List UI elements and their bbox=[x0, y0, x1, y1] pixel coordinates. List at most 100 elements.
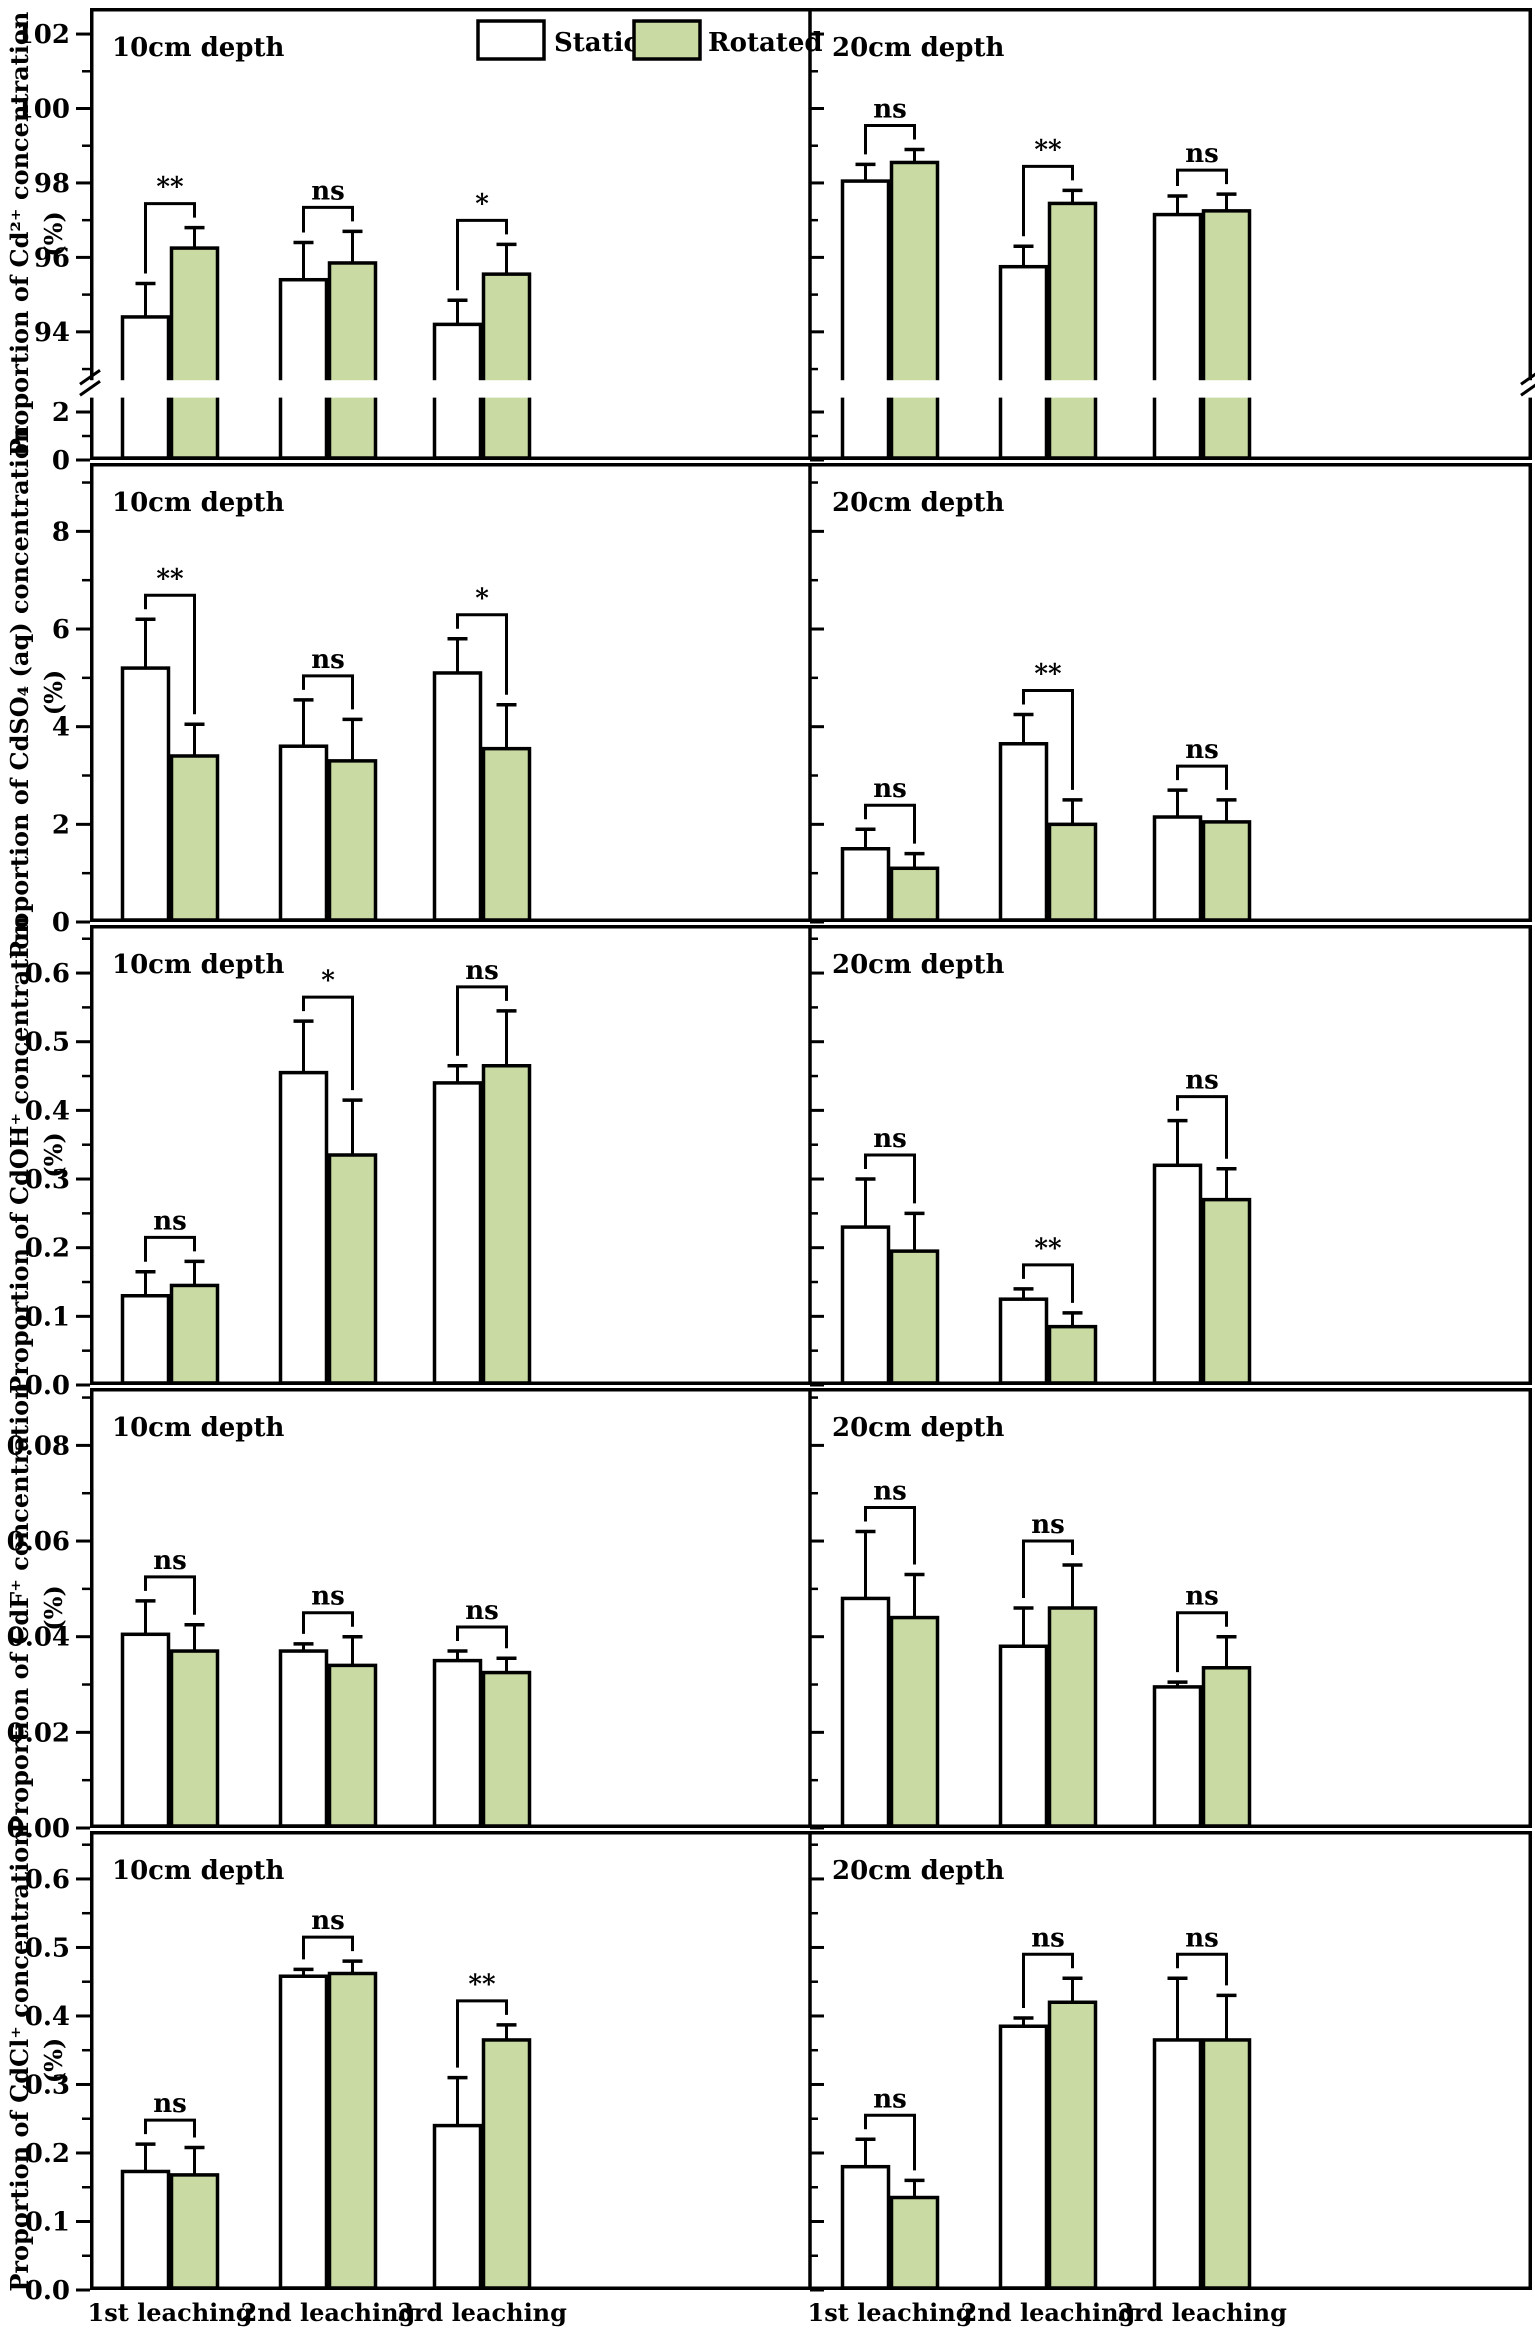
y-tick-label: 4 bbox=[52, 713, 70, 743]
bar-rotated bbox=[481, 746, 532, 922]
sig-label: ns bbox=[1031, 1510, 1065, 1540]
sig-bracket bbox=[864, 1505, 916, 1565]
y-tick-label: 2 bbox=[52, 398, 70, 428]
bar-static bbox=[432, 1658, 483, 1828]
bar-static bbox=[278, 277, 329, 460]
sig-bracket bbox=[1176, 1095, 1228, 1159]
axis-break-mark bbox=[1520, 383, 1535, 397]
y-tick-label: 0.06 bbox=[7, 1527, 70, 1557]
sig-bracket bbox=[456, 1625, 508, 1649]
sig-bracket bbox=[1022, 1539, 1074, 1598]
sig-bracket bbox=[456, 985, 508, 1056]
y-tick-label: 0.5 bbox=[25, 1933, 70, 1963]
bar-rotated bbox=[889, 160, 940, 460]
y-tick-label: 0.1 bbox=[25, 2207, 70, 2237]
bar-rotated bbox=[481, 2038, 532, 2290]
x-axis-label: 1st leaching bbox=[87, 2298, 253, 2327]
sig-label: ** bbox=[1034, 1234, 1062, 1264]
bar-rotated bbox=[169, 1283, 220, 1385]
y-axis-title: Proportion of CdF⁺ concentration bbox=[5, 1382, 34, 1833]
bar-static bbox=[120, 1293, 171, 1385]
bar-static bbox=[1152, 815, 1203, 922]
bar-static bbox=[120, 2169, 171, 2290]
axis-break-mark bbox=[79, 379, 101, 397]
y-axis-title-unit: (%) bbox=[39, 2038, 68, 2084]
y-tick-label: 100 bbox=[16, 94, 70, 124]
sig-bracket bbox=[302, 1935, 354, 1960]
y-tick-label: 98 bbox=[34, 169, 70, 199]
sig-bracket bbox=[302, 1611, 354, 1634]
bar-static bbox=[278, 1070, 329, 1385]
x-axis-label: 1st leaching bbox=[807, 2298, 973, 2327]
bar-static bbox=[998, 1644, 1049, 1828]
sig-label: ns bbox=[311, 176, 345, 206]
y-tick-label: 0.4 bbox=[25, 2002, 70, 2032]
bar-rotated bbox=[481, 272, 532, 460]
sig-label: ns bbox=[465, 956, 499, 986]
sig-label: * bbox=[475, 189, 489, 219]
axis-break-mark bbox=[79, 368, 101, 386]
bar-static bbox=[840, 847, 891, 922]
bar-static bbox=[278, 744, 329, 922]
bar-static bbox=[432, 1081, 483, 1385]
bar-rotated bbox=[889, 2195, 940, 2290]
bar-static bbox=[120, 666, 171, 922]
y-tick-label: 0.2 bbox=[25, 2139, 70, 2169]
sig-bracket bbox=[1022, 164, 1074, 237]
y-tick-label: 102 bbox=[16, 20, 70, 50]
bar-rotated bbox=[1047, 2000, 1098, 2290]
sig-bracket bbox=[144, 202, 196, 274]
bar-rotated bbox=[1201, 1197, 1252, 1385]
bar-rotated bbox=[481, 1063, 532, 1385]
y-axis-title-unit: (%) bbox=[39, 211, 68, 257]
panel-depth-label: 20cm depth bbox=[832, 1856, 1004, 1886]
sig-bracket bbox=[864, 803, 916, 844]
panel-depth-label: 10cm depth bbox=[112, 488, 284, 518]
y-tick-label: 0.3 bbox=[25, 2070, 70, 2100]
y-tick-label: 0.02 bbox=[7, 1718, 70, 1748]
bar-rotated bbox=[169, 2173, 220, 2290]
sig-label: ** bbox=[156, 564, 184, 594]
sig-bracket bbox=[302, 205, 354, 233]
bar-rotated bbox=[327, 759, 378, 922]
y-tick-label: 0.5 bbox=[25, 1028, 70, 1058]
y-axis-title-unit: (%) bbox=[39, 1585, 68, 1631]
sig-label: ns bbox=[1185, 1582, 1219, 1612]
y-tick-label: 2 bbox=[52, 810, 70, 840]
bar-static bbox=[998, 742, 1049, 922]
sig-label: ns bbox=[1185, 139, 1219, 169]
y-tick-label: 0.4 bbox=[25, 1096, 70, 1126]
axis-break-band bbox=[87, 380, 808, 398]
sig-label: ** bbox=[468, 1970, 496, 2000]
y-tick-label: 0.0 bbox=[25, 2276, 70, 2306]
y-axis-title: Proportion of CdOH⁺ concentration bbox=[5, 916, 34, 1394]
sig-bracket bbox=[1176, 1952, 1228, 1986]
sig-bracket bbox=[1176, 1611, 1228, 1673]
axis-break-band bbox=[812, 380, 1535, 398]
sig-label: * bbox=[475, 584, 489, 614]
sig-bracket bbox=[864, 1153, 916, 1204]
legend-swatch-rotated bbox=[632, 19, 702, 61]
sig-label: ** bbox=[1034, 135, 1062, 165]
sig-label: ns bbox=[873, 2084, 907, 2114]
bar-static bbox=[1152, 1685, 1203, 1828]
sig-label: ns bbox=[873, 774, 907, 804]
bar-static bbox=[1152, 2038, 1203, 2290]
bar-rotated bbox=[1047, 1606, 1098, 1828]
sig-label: ns bbox=[153, 1206, 187, 1236]
sig-bracket bbox=[456, 613, 508, 695]
y-tick-label: 0 bbox=[52, 446, 70, 476]
sig-label: ns bbox=[1185, 735, 1219, 765]
bar-rotated bbox=[1201, 2038, 1252, 2290]
bar-static bbox=[998, 2024, 1049, 2290]
sig-label: ns bbox=[873, 1124, 907, 1154]
y-axis-title-unit: (%) bbox=[39, 1132, 68, 1178]
sig-bracket bbox=[456, 1999, 508, 2068]
bar-static bbox=[278, 1974, 329, 2290]
y-axis-title: Proportion of CdCl⁺ concentration bbox=[5, 1829, 34, 2291]
sig-bracket bbox=[864, 2113, 916, 2171]
sig-label: * bbox=[321, 966, 335, 996]
sig-label: ns bbox=[311, 645, 345, 675]
